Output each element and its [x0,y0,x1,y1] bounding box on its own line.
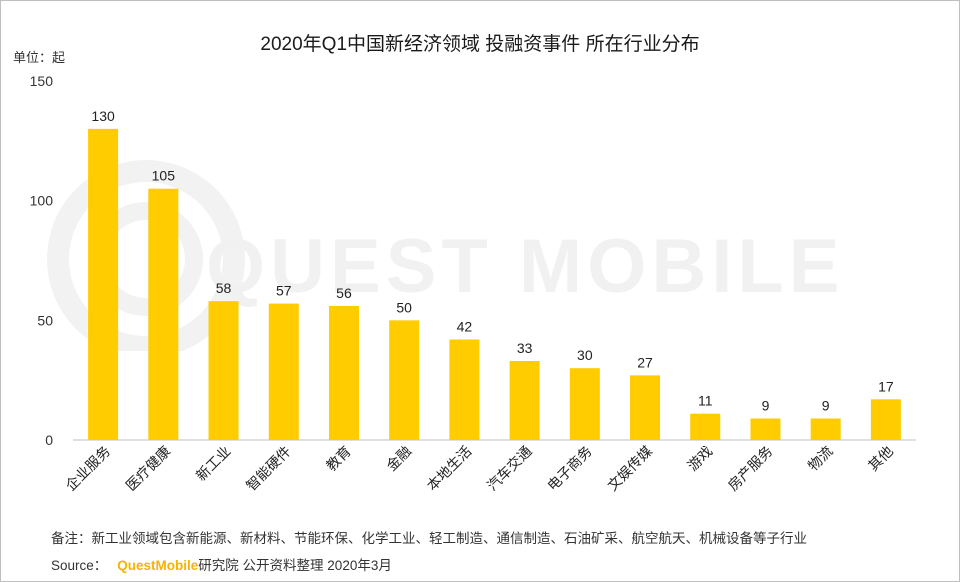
data-label: 27 [637,354,653,370]
bar-chart: 0 50 100 150 130 105 58 57 56 50 42 33 30 27 11 9 9 17 企… [30,73,916,495]
source-prefix: Source： [51,558,108,573]
y-tick-label: 150 [30,73,54,89]
data-label: 50 [396,299,412,315]
chart-title: 2020年Q1中国新经济领域 投融资事件 所在行业分布 [260,34,700,55]
bar [389,320,420,440]
category-label: 教育 [324,444,355,475]
unit-label: 单位：起 [13,50,66,65]
data-label: 30 [577,347,593,363]
bar [870,399,901,440]
bar [88,128,119,440]
footnote: 备注：新工业领域包含新能源、新材料、节能环保、化学工业、轻工制造、通信制造、石油… [51,531,807,546]
data-label: 58 [216,280,232,296]
category-label: 本地生活 [424,444,475,495]
data-label: 9 [762,397,770,413]
data-label: 130 [91,108,115,124]
source-line: Source： QuestMobile研究院 公开资料整理 2020年3月 [51,554,392,574]
category-label: 物流 [805,444,836,475]
y-tick-label: 100 [30,193,54,209]
category-label: 汽车交通 [484,443,536,495]
category-label: 游戏 [685,444,716,475]
data-label: 11 [698,393,713,409]
category-label: 金融 [384,444,415,475]
data-label: 17 [878,378,894,394]
value-labels-group: 130 105 58 57 56 50 42 33 30 27 11 9 9 17 [91,108,893,414]
watermark-text: QUEST MOBILE [206,224,845,309]
bars-group [88,128,901,440]
category-label: 其他 [866,444,897,475]
data-label: 9 [822,397,830,413]
data-label: 33 [517,340,533,356]
data-label: 56 [336,285,352,301]
bar [750,418,781,440]
y-axis-ticks: 0 50 100 150 [30,73,54,448]
bar [208,301,239,440]
bar [630,375,661,440]
source-brand: QuestMobile [117,558,199,573]
source-suffix: 研究院 公开资料整理 2020年3月 [198,558,392,573]
bar [569,368,600,440]
bar [148,188,179,440]
category-label: 房产服务 [725,444,776,495]
data-label: 42 [457,318,473,334]
category-label: 智能硬件 [244,444,295,495]
category-label: 新工业 [193,444,234,485]
bar [268,303,299,440]
bar [810,418,841,440]
bar [690,413,721,440]
category-label: 医疗健康 [123,443,175,495]
y-tick-label: 0 [45,432,53,448]
category-label: 企业服务 [62,443,114,495]
category-labels-group: 企业服务 医疗健康 新工业 智能硬件 教育 金融 本地生活 汽车交通 电子商务 文娱传媒 游戏 房产服… [62,443,896,495]
bar [509,361,540,440]
data-label: 105 [152,168,176,184]
y-tick-label: 50 [37,312,53,328]
data-label: 57 [276,283,292,299]
bar [328,305,359,440]
bar [449,339,480,440]
category-label: 文娱传媒 [605,444,656,495]
category-label: 电子商务 [545,444,596,495]
